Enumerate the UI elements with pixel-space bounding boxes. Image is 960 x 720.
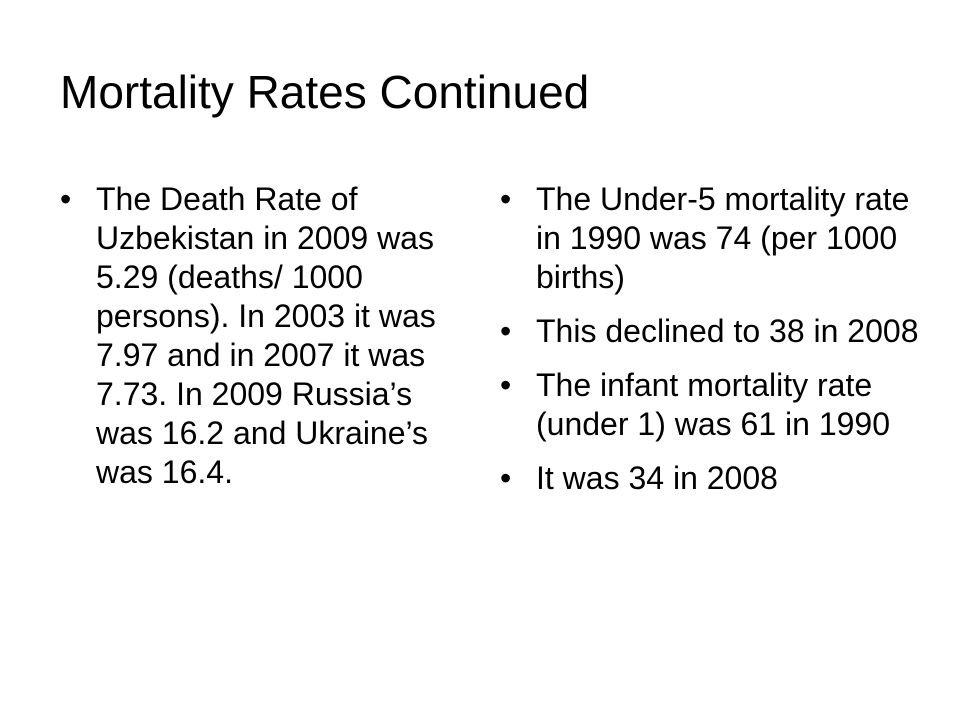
slide-title: Mortality Rates Continued [60, 66, 590, 118]
bullet-infant-1990: The infant mortality rate (under 1) was … [500, 366, 920, 444]
bullet-under5-2008: This declined to 38 in 2008 [500, 312, 920, 351]
left-bullet-list: The Death Rate of Uzbekistan in 2009 was… [60, 180, 460, 492]
bullet-infant-2008: It was 34 in 2008 [500, 459, 920, 498]
bullet-under5-1990: The Under-5 mortality rate in 1990 was 7… [500, 180, 920, 297]
right-bullet-list: The Under-5 mortality rate in 1990 was 7… [500, 180, 920, 513]
bullet-death-rate: The Death Rate of Uzbekistan in 2009 was… [60, 180, 460, 492]
